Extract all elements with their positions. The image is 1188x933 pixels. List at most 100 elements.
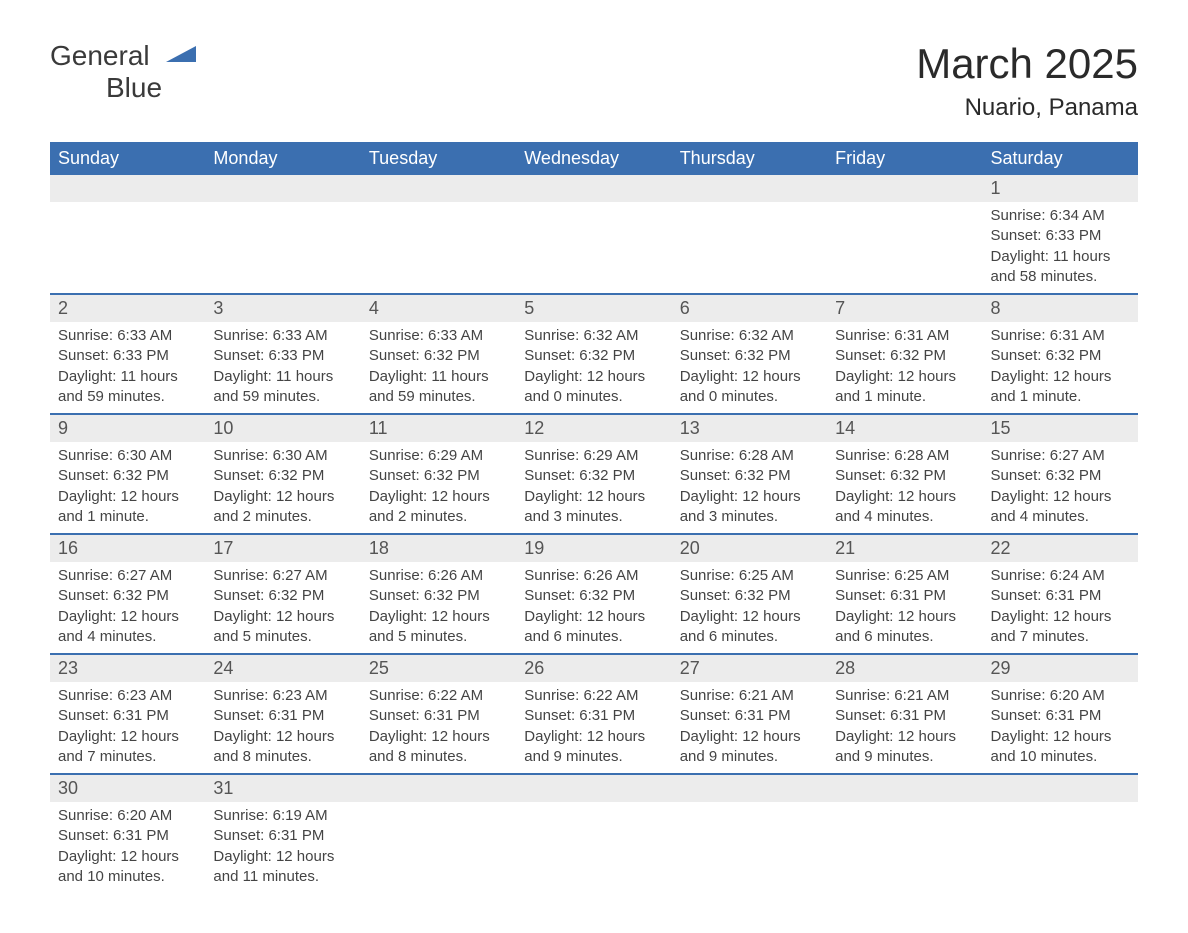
sunrise-text: Sunrise: 6:33 AM — [58, 326, 197, 346]
day-header: Sunday — [50, 142, 205, 175]
day-header: Thursday — [672, 142, 827, 175]
title-box: March 2025 Nuario, Panama — [916, 40, 1138, 122]
day-number-cell: 15 — [983, 414, 1138, 442]
sunset-text: Sunset: 6:32 PM — [680, 586, 819, 606]
logo: General Blue — [50, 40, 196, 104]
day-number-cell: 26 — [516, 654, 671, 682]
day-detail-cell: Sunrise: 6:29 AMSunset: 6:32 PMDaylight:… — [361, 442, 516, 534]
day-detail-cell: Sunrise: 6:28 AMSunset: 6:32 PMDaylight:… — [827, 442, 982, 534]
day-header: Tuesday — [361, 142, 516, 175]
sunset-text: Sunset: 6:32 PM — [835, 346, 974, 366]
day-detail-cell: Sunrise: 6:26 AMSunset: 6:32 PMDaylight:… — [361, 562, 516, 654]
sunrise-text: Sunrise: 6:30 AM — [213, 446, 352, 466]
day-detail-cell: Sunrise: 6:32 AMSunset: 6:32 PMDaylight:… — [516, 322, 671, 414]
day-number-row: 2345678 — [50, 294, 1138, 322]
sunset-text: Sunset: 6:32 PM — [58, 466, 197, 486]
day-number-cell: 28 — [827, 654, 982, 682]
daylight-text: Daylight: 12 hours and 0 minutes. — [680, 367, 819, 408]
day-number-cell: 27 — [672, 654, 827, 682]
day-number-cell: 8 — [983, 294, 1138, 322]
sunset-text: Sunset: 6:32 PM — [524, 466, 663, 486]
day-detail-cell — [50, 202, 205, 294]
day-number-cell: 3 — [205, 294, 360, 322]
day-header: Friday — [827, 142, 982, 175]
sunrise-text: Sunrise: 6:26 AM — [524, 566, 663, 586]
day-detail-row: Sunrise: 6:33 AMSunset: 6:33 PMDaylight:… — [50, 322, 1138, 414]
sunrise-text: Sunrise: 6:27 AM — [58, 566, 197, 586]
day-number-cell: 7 — [827, 294, 982, 322]
sunset-text: Sunset: 6:31 PM — [991, 706, 1130, 726]
calendar-table: SundayMondayTuesdayWednesdayThursdayFrid… — [50, 142, 1138, 893]
day-detail-cell: Sunrise: 6:31 AMSunset: 6:32 PMDaylight:… — [827, 322, 982, 414]
daylight-text: Daylight: 12 hours and 3 minutes. — [680, 487, 819, 528]
day-detail-cell: Sunrise: 6:27 AMSunset: 6:32 PMDaylight:… — [50, 562, 205, 654]
daylight-text: Daylight: 12 hours and 5 minutes. — [213, 607, 352, 648]
sunrise-text: Sunrise: 6:20 AM — [991, 686, 1130, 706]
sunrise-text: Sunrise: 6:32 AM — [524, 326, 663, 346]
daylight-text: Daylight: 12 hours and 1 minute. — [835, 367, 974, 408]
sunrise-text: Sunrise: 6:25 AM — [680, 566, 819, 586]
day-number-cell — [516, 774, 671, 802]
day-detail-cell: Sunrise: 6:32 AMSunset: 6:32 PMDaylight:… — [672, 322, 827, 414]
sunrise-text: Sunrise: 6:33 AM — [213, 326, 352, 346]
day-number-cell: 21 — [827, 534, 982, 562]
sunrise-text: Sunrise: 6:19 AM — [213, 806, 352, 826]
day-detail-cell — [672, 802, 827, 893]
daylight-text: Daylight: 12 hours and 9 minutes. — [524, 727, 663, 768]
day-number-cell — [672, 175, 827, 202]
day-detail-cell: Sunrise: 6:22 AMSunset: 6:31 PMDaylight:… — [516, 682, 671, 774]
sunrise-text: Sunrise: 6:23 AM — [58, 686, 197, 706]
day-detail-cell — [516, 202, 671, 294]
day-number-cell: 22 — [983, 534, 1138, 562]
daylight-text: Daylight: 12 hours and 2 minutes. — [213, 487, 352, 528]
daylight-text: Daylight: 12 hours and 11 minutes. — [213, 847, 352, 888]
day-number-cell: 1 — [983, 175, 1138, 202]
day-detail-row: Sunrise: 6:34 AMSunset: 6:33 PMDaylight:… — [50, 202, 1138, 294]
day-number-cell — [827, 175, 982, 202]
day-header: Wednesday — [516, 142, 671, 175]
sunset-text: Sunset: 6:31 PM — [835, 706, 974, 726]
daylight-text: Daylight: 12 hours and 7 minutes. — [58, 727, 197, 768]
day-detail-cell: Sunrise: 6:21 AMSunset: 6:31 PMDaylight:… — [827, 682, 982, 774]
daylight-text: Daylight: 12 hours and 6 minutes. — [680, 607, 819, 648]
sunset-text: Sunset: 6:32 PM — [680, 466, 819, 486]
day-detail-cell: Sunrise: 6:20 AMSunset: 6:31 PMDaylight:… — [983, 682, 1138, 774]
sunset-text: Sunset: 6:32 PM — [524, 346, 663, 366]
day-number-cell: 14 — [827, 414, 982, 442]
day-number-cell — [361, 774, 516, 802]
daylight-text: Daylight: 12 hours and 7 minutes. — [991, 607, 1130, 648]
day-detail-cell — [361, 802, 516, 893]
sunrise-text: Sunrise: 6:27 AM — [991, 446, 1130, 466]
sunset-text: Sunset: 6:31 PM — [991, 586, 1130, 606]
day-detail-cell: Sunrise: 6:27 AMSunset: 6:32 PMDaylight:… — [205, 562, 360, 654]
day-number-cell — [672, 774, 827, 802]
day-number-cell: 2 — [50, 294, 205, 322]
sunset-text: Sunset: 6:31 PM — [213, 826, 352, 846]
day-number-cell: 17 — [205, 534, 360, 562]
day-detail-cell — [827, 202, 982, 294]
day-number-cell: 31 — [205, 774, 360, 802]
sunrise-text: Sunrise: 6:27 AM — [213, 566, 352, 586]
day-number-cell: 9 — [50, 414, 205, 442]
sunrise-text: Sunrise: 6:22 AM — [524, 686, 663, 706]
day-header: Saturday — [983, 142, 1138, 175]
day-detail-row: Sunrise: 6:20 AMSunset: 6:31 PMDaylight:… — [50, 802, 1138, 893]
sunset-text: Sunset: 6:31 PM — [58, 826, 197, 846]
sunset-text: Sunset: 6:32 PM — [991, 466, 1130, 486]
day-number-cell — [361, 175, 516, 202]
sunrise-text: Sunrise: 6:31 AM — [991, 326, 1130, 346]
day-number-cell: 18 — [361, 534, 516, 562]
day-detail-cell: Sunrise: 6:23 AMSunset: 6:31 PMDaylight:… — [205, 682, 360, 774]
day-detail-cell: Sunrise: 6:27 AMSunset: 6:32 PMDaylight:… — [983, 442, 1138, 534]
daylight-text: Daylight: 12 hours and 4 minutes. — [58, 607, 197, 648]
daylight-text: Daylight: 11 hours and 58 minutes. — [991, 247, 1130, 288]
day-number-cell: 20 — [672, 534, 827, 562]
daylight-text: Daylight: 12 hours and 9 minutes. — [680, 727, 819, 768]
sunrise-text: Sunrise: 6:25 AM — [835, 566, 974, 586]
day-number-cell: 25 — [361, 654, 516, 682]
sunset-text: Sunset: 6:31 PM — [524, 706, 663, 726]
sunrise-text: Sunrise: 6:21 AM — [835, 686, 974, 706]
month-title: March 2025 — [916, 40, 1138, 88]
sunset-text: Sunset: 6:32 PM — [680, 346, 819, 366]
day-number-cell: 24 — [205, 654, 360, 682]
